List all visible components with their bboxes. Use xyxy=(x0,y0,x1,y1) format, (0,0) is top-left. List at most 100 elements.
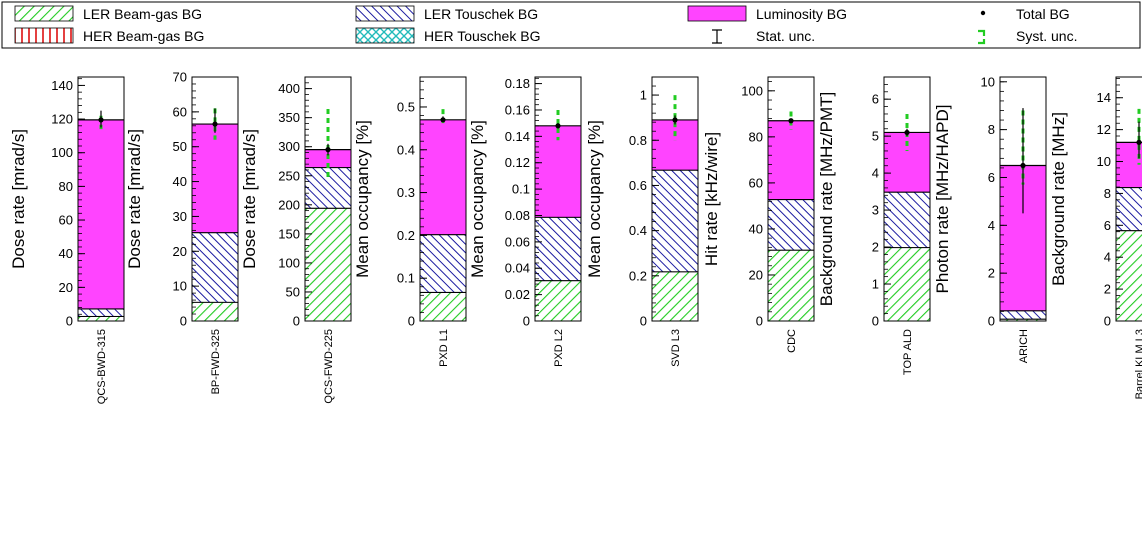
y-tick-label: 8 xyxy=(1104,186,1111,201)
y-tick-label: 250 xyxy=(278,168,300,183)
total-marker xyxy=(325,147,331,153)
bar-segment-lumi xyxy=(535,125,581,217)
y-axis-label: Dose rate [mrad/s] xyxy=(9,129,28,269)
y-tick-label: 70 xyxy=(173,70,187,85)
bar-segment-ler-tou xyxy=(652,169,698,272)
y-tick-label: 6 xyxy=(1104,218,1111,233)
total-marker xyxy=(672,117,678,123)
total-marker xyxy=(1136,139,1142,145)
y-tick-label: 20 xyxy=(173,244,187,259)
y-tick-label: 4 xyxy=(988,218,995,233)
y-tick-label: 40 xyxy=(59,246,73,261)
y-tick-label: 0.18 xyxy=(505,76,530,91)
bar-segment-lumi xyxy=(192,124,238,233)
y-tick-label: 0 xyxy=(872,314,879,329)
y-tick-label: 0.6 xyxy=(629,178,647,193)
y-tick-label: 0 xyxy=(756,314,763,329)
y-axis-label: Background rate [MHz] xyxy=(1049,112,1068,286)
y-tick-label: 0 xyxy=(640,314,647,329)
y-axis-label: Background rate [MHz/PMT] xyxy=(817,92,836,306)
y-tick-label: 0 xyxy=(1104,314,1111,329)
panel-frame xyxy=(767,76,815,322)
legend-entry-luminosity: Luminosity BG xyxy=(687,5,847,22)
legend-entry-total: Total BG xyxy=(980,6,1070,22)
panel-qcs-fwd-225: 0 50 100 150 200 250 300 350 400 Dose rate [mrad/… xyxy=(240,76,352,404)
category-label: BP-FWD-325 xyxy=(210,329,222,394)
category-label: Barrel KLM L3 xyxy=(1134,329,1142,399)
y-tick-label: 0.02 xyxy=(505,287,530,302)
legend-swatch-ler-beam-gas xyxy=(14,5,74,22)
panel-frame xyxy=(651,76,699,322)
y-axis-label: Dose rate [mrad/s] xyxy=(240,129,259,269)
y-tick-label: 0.16 xyxy=(505,102,530,117)
panel-frame xyxy=(534,76,582,322)
bar-segment-ler-bg xyxy=(1000,318,1046,321)
bar-segment-lumi xyxy=(768,120,814,199)
bar-segment-ler-bg xyxy=(305,207,351,321)
category-label: QCS-FWD-225 xyxy=(323,329,335,404)
bar-segment-ler-bg xyxy=(884,247,930,321)
y-tick-label: 400 xyxy=(278,81,300,96)
total-marker xyxy=(788,118,794,124)
y-tick-label: 0 xyxy=(988,314,995,329)
panel-frame xyxy=(883,76,931,322)
y-tick-label: 0.1 xyxy=(512,182,530,197)
y-tick-label: 6 xyxy=(872,92,879,107)
legend-entry-ler-touschek: LER Touschek BG xyxy=(355,5,538,22)
y-tick-label: 40 xyxy=(173,174,187,189)
panel-pxd-l2: 0 0.02 0.04 0.06 0.08 0.1 0.12 0.14 0.16 0.18 Mean… xyxy=(468,76,582,367)
bar-segment-ler-bg xyxy=(420,291,466,321)
bar-segment-ler-tou xyxy=(192,232,238,302)
legend-label: LER Touschek BG xyxy=(424,6,538,22)
y-tick-label: 0.2 xyxy=(629,268,647,283)
y-tick-label: 6 xyxy=(988,170,995,185)
y-tick-label: 10 xyxy=(981,74,995,89)
panel-svd-l3: 0 0.2 0.4 0.6 0.8 1 Mean occupancy [%] SVD L3 xyxy=(585,76,699,367)
y-tick-label: 0.14 xyxy=(505,129,530,144)
legend-label: HER Touschek BG xyxy=(424,28,540,44)
legend-entry-stat-unc: Stat. unc. xyxy=(712,28,815,44)
bar-segment-ler-tou xyxy=(420,234,466,292)
y-axis-label: Hit rate [kHz/wire] xyxy=(702,132,721,266)
y-tick-label: 80 xyxy=(59,179,73,194)
bar-segment-ler-bg xyxy=(78,315,124,321)
y-tick-label: 0.4 xyxy=(397,142,415,157)
y-tick-label: 0.06 xyxy=(505,234,530,249)
panel-frame xyxy=(999,76,1047,322)
legend-label: Syst. unc. xyxy=(1016,28,1077,44)
y-tick-label: 30 xyxy=(173,209,187,224)
y-tick-label: 200 xyxy=(278,197,300,212)
y-tick-label: 40 xyxy=(749,221,763,236)
bar-segment-ler-tou xyxy=(535,216,581,281)
panel-arich: 0 2 4 6 8 10 Photon rate [MHz/HAPD] ARICH xyxy=(933,74,1047,363)
y-axis-label: Dose rate [mrad/s] xyxy=(125,129,144,269)
panel-barrel-klm-l3: 0 2 4 6 8 10 12 14 Background rate [MHz] Barrel K… xyxy=(1049,76,1142,399)
y-tick-label: 0.8 xyxy=(629,133,647,148)
y-tick-label: 20 xyxy=(59,280,73,295)
y-tick-label: 0 xyxy=(408,314,415,329)
panel-frame xyxy=(77,76,125,322)
y-tick-label: 10 xyxy=(173,279,187,294)
y-tick-label: 0.08 xyxy=(505,208,530,223)
y-tick-label: 0.12 xyxy=(505,155,530,170)
y-tick-label: 3 xyxy=(872,203,879,218)
bar-segment-ler-tou xyxy=(78,308,124,316)
y-axis-label: Mean occupancy [%] xyxy=(585,120,604,278)
category-label: ARICH xyxy=(1018,329,1030,363)
bar-segment-ler-bg xyxy=(1116,230,1142,321)
bar-segment-lumi xyxy=(652,119,698,170)
y-tick-label: 4 xyxy=(1104,250,1111,265)
y-tick-label: 2 xyxy=(988,266,995,281)
total-marker xyxy=(904,129,910,136)
y-axis-label: Photon rate [MHz/HAPD] xyxy=(933,105,952,294)
y-tick-label: 1 xyxy=(872,277,879,292)
category-label: SVD L3 xyxy=(670,329,682,367)
y-tick-label: 4 xyxy=(872,166,879,181)
legend-marker-total xyxy=(980,10,986,16)
y-tick-label: 100 xyxy=(741,83,763,98)
y-tick-label: 0.2 xyxy=(397,228,415,243)
legend-entry-syst-unc: Syst. unc. xyxy=(978,28,1077,45)
category-label: TOP ALD xyxy=(902,329,914,375)
category-label: PXD L2 xyxy=(553,329,565,367)
